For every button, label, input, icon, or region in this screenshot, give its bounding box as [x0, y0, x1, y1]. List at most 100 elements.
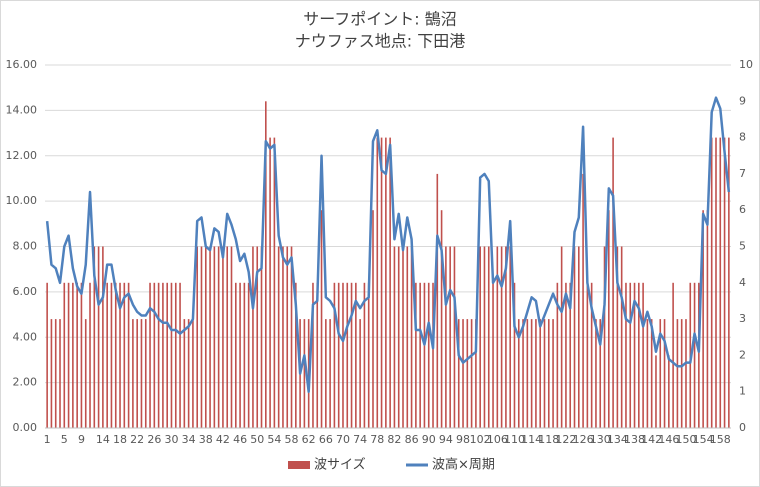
bar	[728, 137, 730, 428]
bar	[427, 282, 430, 428]
bar	[590, 282, 593, 428]
x-tick-label: 138	[624, 433, 645, 446]
bar	[295, 282, 297, 428]
y2-tick-label: 9	[739, 94, 746, 107]
bar	[680, 319, 683, 428]
x-tick-label: 70	[336, 433, 350, 446]
bar	[539, 319, 542, 428]
bar	[367, 282, 370, 428]
x-tick-label: 5	[61, 433, 68, 446]
x-tick-label: 90	[422, 433, 436, 446]
bar	[183, 319, 186, 428]
bar	[410, 246, 413, 428]
bar	[256, 246, 259, 428]
bar	[230, 246, 233, 428]
x-tick-label: 74	[353, 433, 367, 446]
bar	[136, 319, 138, 428]
bar	[406, 246, 409, 428]
y-tick-label: 10.00	[6, 194, 38, 207]
x-tick-label: 1	[44, 433, 51, 446]
bar	[226, 246, 229, 428]
bar	[119, 282, 121, 428]
x-tick-label: 102	[470, 433, 491, 446]
bar	[376, 137, 379, 428]
bar	[659, 319, 662, 428]
legend-label: 波サイズ	[314, 457, 366, 473]
y2-tick-label: 10	[739, 58, 753, 71]
x-tick-label: 9	[78, 433, 85, 446]
bar	[239, 282, 241, 428]
bar	[265, 101, 267, 429]
bar	[389, 137, 391, 428]
bar	[372, 210, 374, 428]
bar	[196, 246, 199, 428]
bar	[46, 282, 48, 428]
bar	[513, 282, 516, 428]
x-tick-label: 62	[302, 433, 316, 446]
bar	[76, 282, 78, 428]
bar	[522, 319, 524, 428]
bar	[380, 137, 383, 428]
x-tick-label: 30	[164, 433, 178, 446]
bar	[693, 282, 696, 428]
bar	[72, 282, 74, 428]
y-tick-label: 16.00	[6, 58, 38, 71]
bar	[50, 319, 53, 428]
bar	[586, 282, 589, 428]
x-tick-label: 82	[387, 433, 401, 446]
bar	[157, 282, 160, 428]
bar	[149, 282, 151, 428]
bar	[620, 246, 623, 428]
bar	[436, 173, 439, 428]
y-tick-label: 12.00	[6, 149, 38, 162]
x-tick-label: 142	[641, 433, 662, 446]
bar	[530, 319, 533, 428]
bar	[445, 246, 447, 428]
bar	[59, 319, 61, 428]
y2-tick-label: 7	[739, 167, 746, 180]
bar	[526, 319, 529, 428]
bar	[342, 282, 344, 428]
x-tick-label: 130	[590, 433, 611, 446]
bar	[179, 282, 181, 428]
bar	[492, 282, 494, 428]
bar	[97, 246, 100, 428]
bar	[457, 319, 460, 428]
bar	[140, 319, 143, 428]
bar	[569, 282, 572, 428]
bar	[517, 319, 520, 428]
y-tick-label: 2.00	[13, 376, 38, 389]
bar	[54, 319, 57, 428]
bar	[359, 319, 361, 428]
bar	[329, 319, 331, 428]
x-tick-label: 54	[267, 433, 281, 446]
bar	[144, 319, 147, 428]
bar	[702, 210, 704, 428]
bar	[638, 282, 640, 428]
bar	[333, 282, 336, 428]
bar	[363, 282, 366, 428]
x-tick-label: 98	[456, 433, 470, 446]
x-tick-label: 86	[405, 433, 419, 446]
bar	[625, 282, 627, 428]
bar	[243, 282, 246, 428]
bar	[247, 282, 250, 428]
bar	[385, 137, 387, 428]
bar	[393, 246, 396, 428]
bar	[402, 246, 404, 428]
bar	[123, 282, 126, 428]
bar	[483, 246, 486, 428]
bar	[217, 246, 220, 428]
bar	[505, 246, 507, 428]
x-tick-label: 22	[130, 433, 144, 446]
bar	[706, 210, 709, 428]
bar	[200, 246, 203, 428]
y2-tick-label: 1	[739, 385, 746, 398]
bar	[466, 319, 469, 428]
bar	[222, 246, 224, 428]
bar	[290, 246, 293, 428]
bar	[715, 137, 717, 428]
bar	[350, 282, 353, 428]
bar	[114, 282, 117, 428]
bar	[543, 319, 546, 428]
